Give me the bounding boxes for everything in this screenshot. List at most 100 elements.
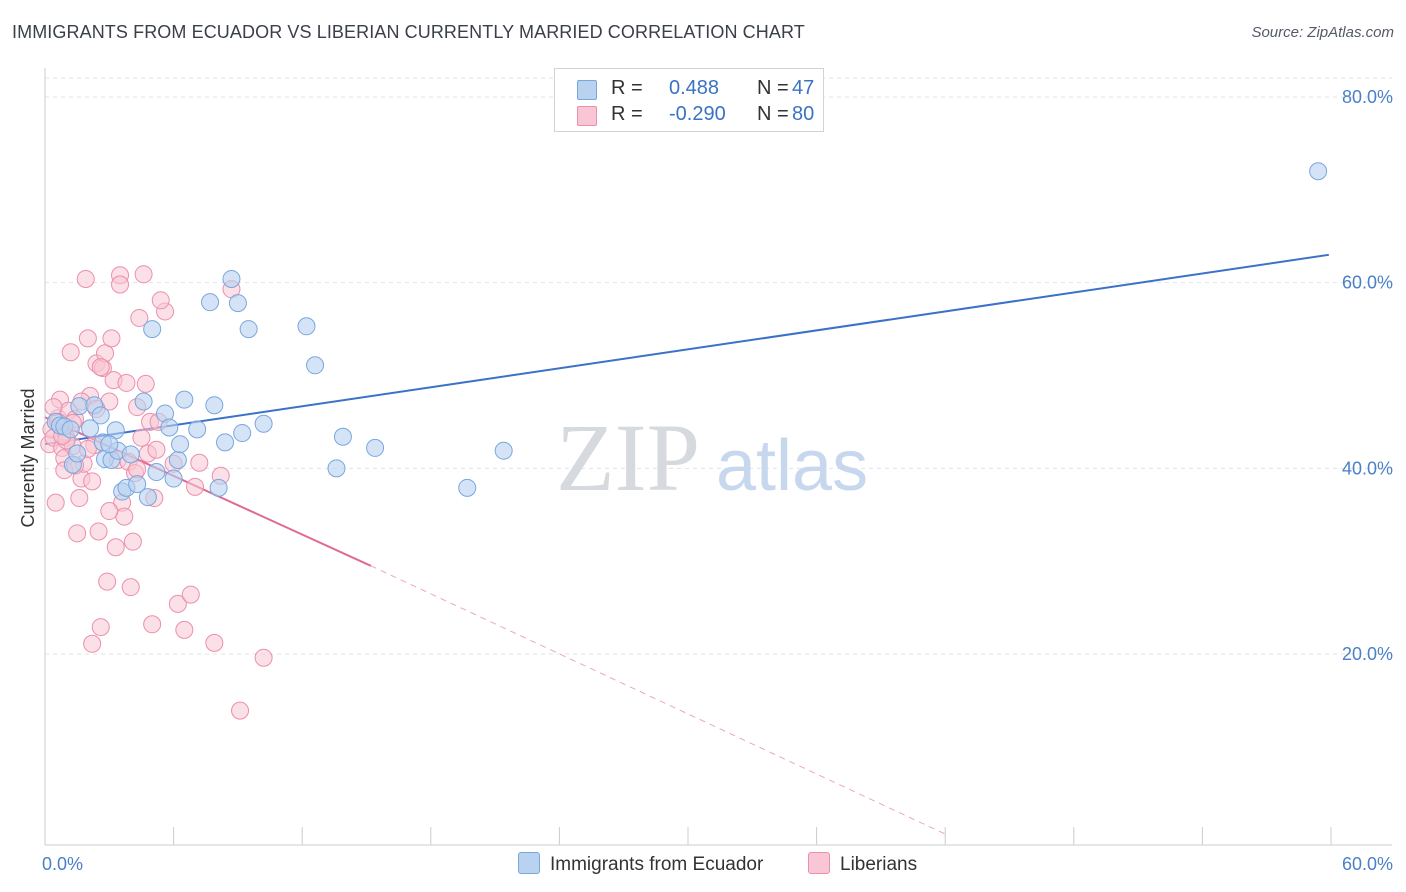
ecuador-point — [68, 444, 87, 463]
y-axis-label: Currently Married — [18, 388, 38, 527]
liberian-point — [151, 291, 170, 310]
ecuador-point — [239, 320, 258, 339]
y-tick-label: 40.0% — [1342, 458, 1393, 478]
chart-title: IMMIGRANTS FROM ECUADOR VS LIBERIAN CURR… — [12, 22, 805, 42]
ecuador-point — [458, 478, 477, 497]
legend-r-value: -0.290 — [669, 103, 726, 125]
ecuador-point — [494, 441, 513, 460]
ecuador-point — [81, 419, 100, 438]
ecuador-point — [147, 463, 166, 482]
liberian-point — [89, 522, 108, 541]
liberian-point — [78, 329, 97, 348]
liberian-point — [143, 615, 162, 634]
ecuador-point — [188, 420, 207, 439]
bottom-legend-label-ecuador: Immigrants from Ecuador — [550, 854, 764, 875]
liberian-point — [132, 428, 151, 447]
liberian-point — [123, 532, 142, 551]
legend-r-value: 0.488 — [669, 77, 720, 99]
y-tick-label: 20.0% — [1342, 644, 1393, 664]
x-tick-label: 60.0% — [1342, 854, 1393, 874]
bottom-legend-label-liberian: Liberians — [840, 854, 918, 875]
ecuador-point — [91, 406, 110, 425]
liberian-point — [76, 269, 95, 288]
ecuador-point — [228, 294, 247, 313]
bottom-legend-swatch-liberian — [808, 852, 830, 874]
ecuador-points — [46, 162, 1328, 507]
liberian-point — [254, 648, 273, 667]
legend-n-label: N = — [757, 103, 789, 125]
legend-swatch-ecuador — [577, 80, 597, 100]
ecuador-point — [121, 445, 140, 464]
ecuador-point — [171, 435, 190, 454]
ecuador-point — [100, 435, 119, 454]
liberian-point — [186, 477, 205, 496]
ecuador-point — [143, 320, 162, 339]
liberian-point — [91, 618, 110, 637]
liberian-trend-extension — [370, 565, 948, 836]
liberian-point — [121, 578, 140, 597]
ecuador-point — [1309, 162, 1328, 181]
y-tick-label: 80.0% — [1342, 87, 1393, 107]
ecuador-point — [209, 478, 228, 497]
ecuador-point — [128, 475, 147, 494]
ecuador-point — [216, 433, 235, 452]
ecuador-point — [70, 397, 89, 416]
legend-n-value: 80 — [792, 103, 815, 125]
legend-r-label: R = — [611, 77, 643, 99]
liberian-point — [117, 373, 136, 392]
watermark-zip: ZIP — [556, 404, 700, 511]
ecuador-point — [297, 317, 316, 336]
watermark: ZIP atlas — [556, 404, 868, 511]
liberian-point — [111, 275, 130, 294]
liberian-point — [70, 489, 89, 508]
bottom-legend-ecuador: Immigrants from Ecuador — [518, 852, 763, 876]
ecuador-point — [333, 427, 352, 446]
liberian-point — [91, 358, 110, 377]
ecuador-point — [254, 414, 273, 433]
liberian-point — [106, 538, 125, 557]
legend-n-value: 47 — [792, 77, 815, 99]
liberian-point — [83, 472, 102, 491]
ecuador-point — [168, 450, 187, 469]
liberian-point — [190, 453, 209, 472]
ecuador-point — [233, 424, 252, 443]
liberian-point — [98, 572, 117, 591]
liberian-point — [175, 620, 194, 639]
grid-lines — [45, 77, 1392, 655]
liberian-point — [136, 374, 155, 393]
ecuador-point — [175, 390, 194, 409]
source-label: Source: ZipAtlas.com — [1251, 24, 1394, 41]
x-tick-label: 0.0% — [42, 854, 83, 874]
liberian-point — [44, 398, 63, 417]
ecuador-point — [61, 420, 80, 439]
liberian-point — [68, 524, 87, 543]
watermark-atlas: atlas — [716, 426, 868, 506]
ecuador-point — [327, 459, 346, 478]
ecuador-point — [306, 356, 325, 375]
liberian-point — [181, 585, 200, 604]
liberian-point — [46, 493, 65, 512]
liberian-point — [231, 701, 250, 720]
liberian-point — [205, 633, 224, 652]
liberian-point — [130, 308, 149, 327]
legend-n-label: N = — [757, 77, 789, 99]
liberian-point — [83, 634, 102, 653]
liberian-point — [147, 440, 166, 459]
bottom-legend-swatch-ecuador — [518, 852, 540, 874]
ecuador-point — [164, 469, 183, 488]
legend-swatch-liberian — [577, 106, 597, 126]
stats-legend: R = 0.488 N = 47 R = -0.290 N = 80 — [554, 68, 824, 132]
axes: 20.0% 40.0% 60.0% 80.0% 0.0% 60.0% — [42, 68, 1393, 874]
liberian-point — [134, 265, 153, 284]
liberian-point — [115, 507, 134, 526]
legend-r-label: R = — [611, 103, 643, 125]
trend-lines — [44, 253, 1330, 836]
ecuador-point — [366, 438, 385, 457]
ecuador-point — [201, 293, 220, 312]
liberian-point — [168, 594, 187, 613]
liberian-point — [100, 502, 119, 521]
ecuador-point — [160, 418, 179, 437]
liberian-point — [102, 329, 121, 348]
y-tick-label: 60.0% — [1342, 273, 1393, 293]
